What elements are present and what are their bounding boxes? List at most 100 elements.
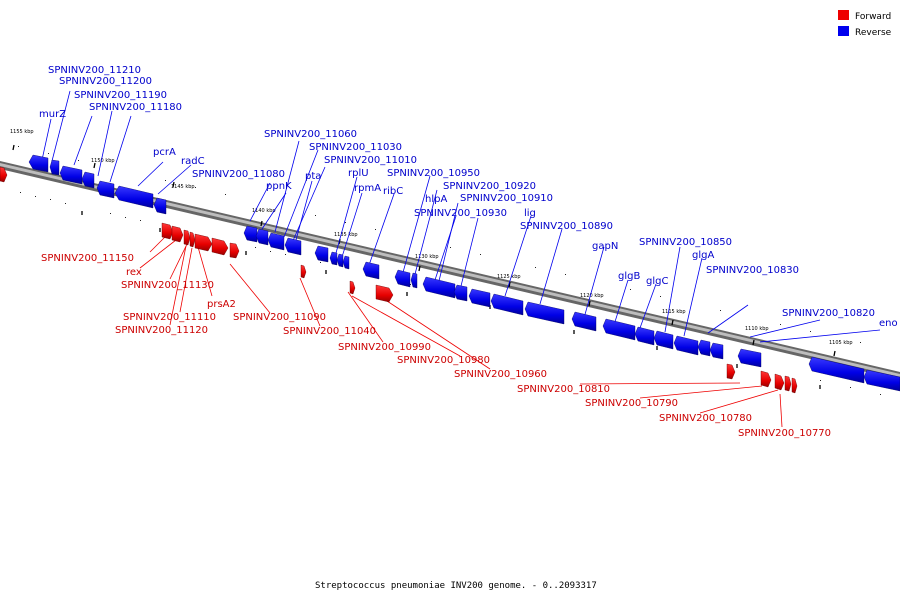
gene-arrow [375, 284, 394, 303]
scale-label: 1155 kbp [10, 129, 34, 135]
gene-label: SPNINV200_10920 [443, 181, 536, 192]
gene-label: eno [879, 318, 898, 329]
gene-arrow [709, 342, 724, 360]
gene-label: pcrA [153, 147, 176, 158]
gene-label: SPNINV200_10930 [414, 208, 507, 219]
gene-label: hlpA [425, 194, 447, 205]
scale-label: 1140 kbp [252, 208, 276, 214]
gene-arrow [314, 245, 329, 263]
scale-labels: 1155 kbp 1150 kbp 1145 kbp 1140 kbp 1135… [10, 129, 853, 346]
gene-arrow [394, 269, 411, 288]
gene-arrow [81, 171, 95, 189]
gene-arrow [329, 251, 338, 266]
gene-arrow [653, 330, 674, 350]
scale-label: 1115 kbp [662, 309, 686, 315]
gene-arrow [336, 253, 344, 268]
gene-arrow [791, 377, 798, 394]
forward-gene-labels: SPNINV200_11150 rex SPNINV200_11130 prsA… [41, 253, 831, 439]
scale-label: 1120 kbp [580, 293, 604, 299]
gene-label: radC [181, 156, 205, 167]
gene-arrow [114, 185, 154, 209]
gene-arrow [863, 369, 900, 392]
legend-label-forward: Forward [855, 12, 891, 22]
gene-arrow [571, 311, 597, 332]
scale-dots-upper [18, 146, 861, 343]
scale-label: 1145 kbp [171, 184, 195, 190]
gene-arrow [183, 229, 191, 246]
gene-arrow [453, 284, 468, 302]
gene-label: SPNINV200_10780 [659, 413, 752, 424]
legend-swatch-reverse [838, 26, 849, 36]
gene-label: SPNINV200_11080 [192, 169, 285, 180]
gene-label: ribC [383, 186, 403, 197]
gene-arrow [524, 301, 565, 325]
scale-label: 1135 kbp [334, 232, 358, 238]
gene-arrow [422, 276, 456, 299]
gene-label: SPNINV200_10820 [782, 308, 875, 319]
gene-arrow [342, 255, 350, 270]
gene-arrow [362, 261, 380, 280]
gene-arrow [153, 197, 167, 215]
gene-arrow [490, 293, 524, 316]
legend-swatch-forward [838, 10, 849, 20]
gene-label: SPNINV200_11010 [324, 155, 417, 166]
gene-arrow [0, 166, 8, 183]
gene-label: rplU [348, 168, 369, 179]
gene-arrow [784, 375, 792, 392]
gene-arrow [284, 237, 302, 256]
scale-label: 1125 kbp [497, 274, 521, 280]
gene-arrow [349, 280, 356, 295]
gene-label: SPNINV200_11200 [59, 76, 152, 87]
gene-label: SPNINV200_11090 [233, 312, 326, 323]
gene-arrow [243, 225, 258, 243]
scale-label: 1105 kbp [829, 340, 853, 346]
gene-label: rex [126, 267, 142, 278]
gene-arrow [59, 165, 83, 185]
gene-label: SPNINV200_10950 [387, 168, 480, 179]
gene-label: SPNINV200_10980 [397, 355, 490, 366]
genome-caption: Streptococcus pneumoniae INV200 genome. … [315, 581, 597, 591]
gene-arrow [194, 233, 213, 252]
reverse-leader-lines [41, 90, 881, 343]
gene-arrow [255, 228, 269, 246]
gene-label: SPNINV200_11060 [264, 129, 357, 140]
gene-arrow [28, 154, 49, 173]
gene-arrow [737, 348, 762, 368]
gene-arrow [49, 159, 60, 176]
gene-arrow [229, 242, 240, 259]
gene-label: SPNINV200_10810 [517, 384, 610, 395]
gene-label: SPNINV200_11110 [123, 312, 216, 323]
gene-label: glgA [692, 250, 714, 261]
reverse-gene-arrows [28, 154, 900, 392]
gene-arrow [410, 272, 418, 289]
gene-label: glgB [618, 271, 640, 282]
gene-label: lig [524, 208, 536, 219]
gene-arrow [189, 231, 196, 248]
scale-label: 1110 kbp [745, 326, 769, 332]
gene-label: SPNINV200_10770 [738, 428, 831, 439]
gene-arrow [774, 373, 785, 391]
legend-label-reverse: Reverse [855, 28, 892, 38]
forward-gene-arrows [0, 166, 798, 394]
gene-arrow [673, 335, 699, 356]
gene-arrow [300, 264, 307, 279]
gene-label: SPNINV200_10910 [460, 193, 553, 204]
gene-arrow [602, 318, 636, 341]
gene-label: prsA2 [207, 299, 236, 310]
gene-label: gapN [592, 241, 618, 252]
scale-label: 1150 kbp [91, 158, 115, 164]
scale-label: 1130 kbp [415, 254, 439, 260]
gene-label: SPNINV200_10790 [585, 398, 678, 409]
gene-arrow [468, 288, 491, 308]
gene-arrow [634, 326, 655, 346]
gene-label: SPNINV200_11190 [74, 90, 167, 101]
gene-label: SPNINV200_10990 [338, 342, 431, 353]
genome-backbone [0, 161, 900, 380]
gene-label: pta [305, 171, 321, 182]
gene-label: SPNINV200_11120 [115, 325, 208, 336]
gene-arrow [96, 180, 115, 199]
gene-arrow [171, 225, 184, 243]
forward-leader-lines [139, 236, 783, 428]
gene-label: SPNINV200_11130 [121, 280, 214, 291]
